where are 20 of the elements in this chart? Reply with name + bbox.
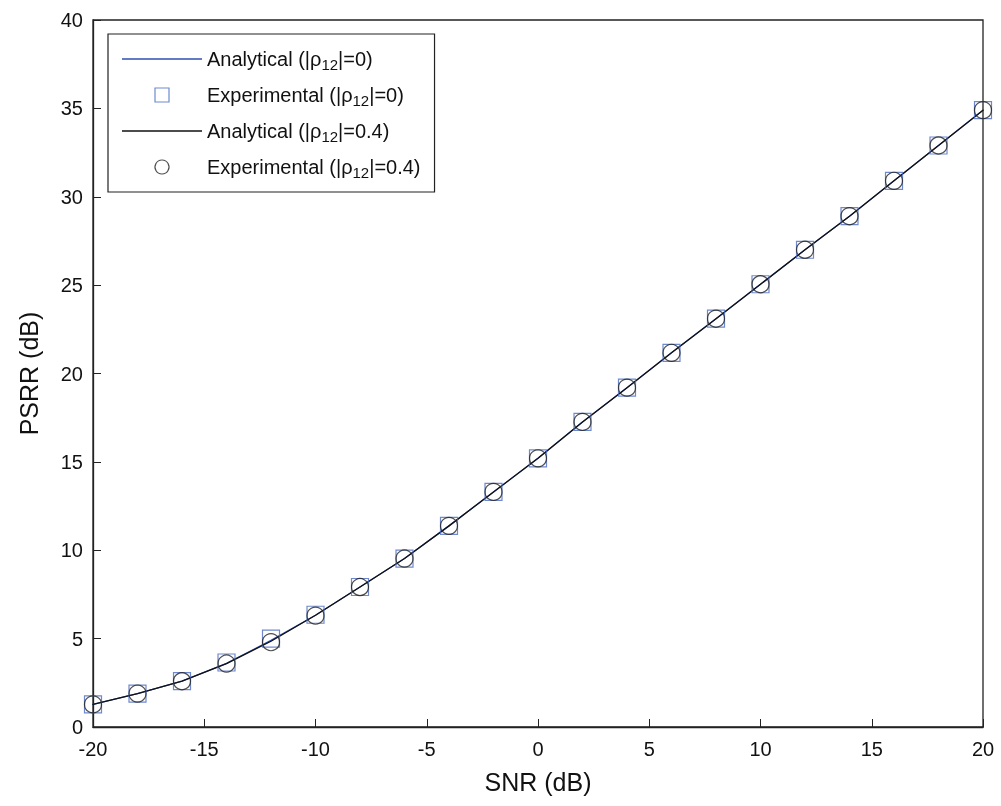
y-tick-label: 10 [60, 539, 83, 562]
x-tick-label: -15 [189, 738, 219, 760]
x-tick-label: 20 [971, 738, 995, 760]
x-tick-label: -10 [301, 738, 330, 760]
y-tick-label: 0 [71, 716, 83, 738]
y-tick-label: 25 [60, 274, 83, 297]
x-tick-label: -20 [78, 738, 108, 760]
y-tick-label: 40 [60, 9, 83, 31]
y-tick-label: 5 [71, 627, 83, 650]
y-tick-label: 30 [60, 185, 83, 208]
x-tick-label: 15 [860, 738, 883, 760]
y-tick-label: 15 [60, 450, 83, 473]
x-tick-label: 10 [749, 738, 772, 760]
y-tick-label: 20 [60, 362, 83, 385]
x-tick-label: 5 [643, 738, 655, 760]
x-tick-label: 0 [532, 738, 544, 760]
y-tick-label: 35 [60, 97, 83, 120]
x-tick-label: -5 [417, 738, 436, 760]
x-axis-title: SNR (dB) [484, 767, 592, 796]
y-axis-title: PSRR (dB) [14, 311, 43, 436]
